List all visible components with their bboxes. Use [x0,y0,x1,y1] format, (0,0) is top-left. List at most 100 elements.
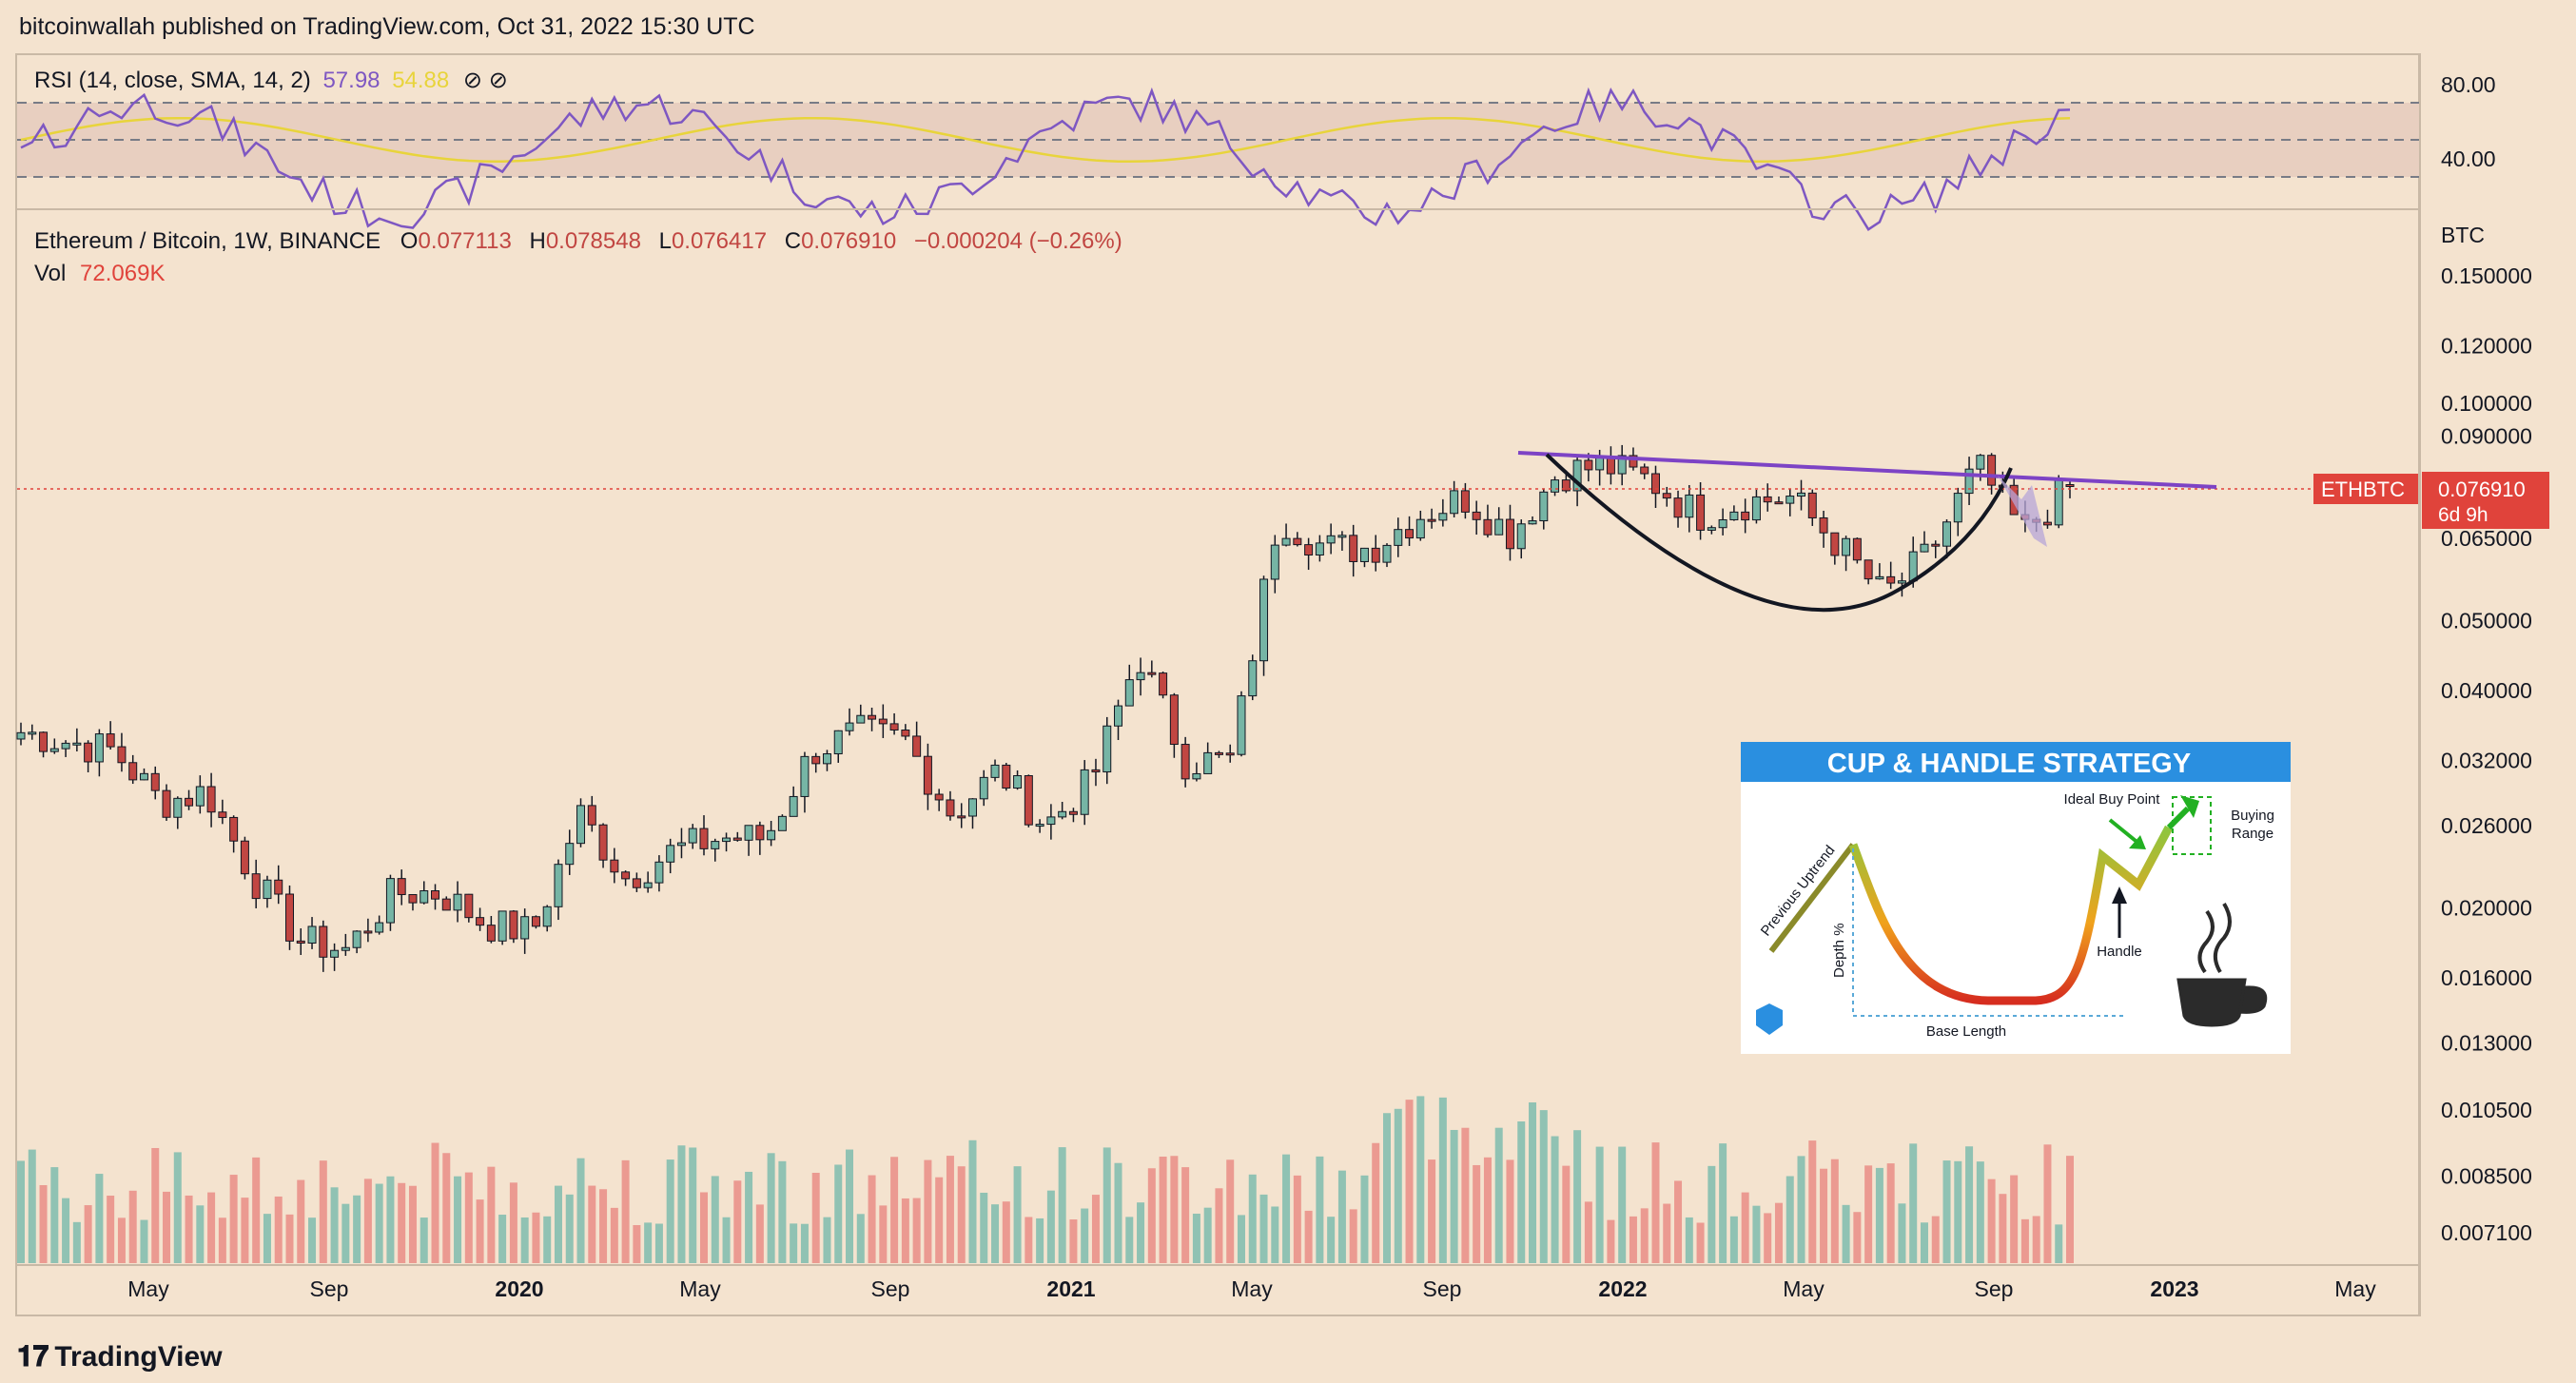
candle-body[interactable] [1551,479,1560,493]
candle-body[interactable] [509,910,518,940]
candle-body[interactable] [1002,764,1011,789]
candle-body[interactable] [1875,575,1884,580]
candle-body[interactable] [868,714,877,720]
candle-body[interactable] [94,733,104,763]
candle-body[interactable] [1405,529,1415,539]
candle-body[interactable] [598,824,608,861]
candle-body[interactable] [789,795,798,817]
candle-body[interactable] [61,742,70,750]
price-axis[interactable]: BTC 0.150000 0.120000 0.100000 0.090000 0.06… [2441,223,2532,1245]
rsi-legend-hide-icons[interactable]: ⊘ ⊘ [462,68,508,93]
candle-body[interactable] [1864,559,1873,580]
candle-body[interactable] [957,815,966,819]
candle-body[interactable] [554,864,563,907]
candle-body[interactable] [666,845,675,863]
candle-body[interactable] [1987,455,1997,486]
candle-body[interactable] [1415,518,1425,539]
candle-body[interactable] [822,753,831,765]
candle-body[interactable] [1908,551,1918,582]
candle-body[interactable] [240,840,249,875]
candle-body[interactable] [229,816,239,842]
candle-body[interactable] [610,859,619,873]
candle-body[interactable] [1920,543,1929,553]
candle-body[interactable] [1371,547,1380,563]
candle-body[interactable] [1427,518,1436,522]
candle-body[interactable] [1270,544,1279,580]
candle-body[interactable] [889,723,899,731]
candle-body[interactable] [1203,751,1213,774]
candle-body[interactable] [1786,496,1795,504]
time-axis[interactable]: May Sep 2020 May Sep 2021 May Sep 2022 May Sep 2023… [127,1276,2376,1301]
candle-body[interactable] [1147,672,1157,675]
candle-body[interactable] [1964,468,1974,495]
candle-body[interactable] [1629,455,1638,468]
candle-body[interactable] [1976,455,1985,470]
candle-body[interactable] [1035,824,1044,828]
volume-legend[interactable]: Vol 72.069K [34,261,165,287]
candle-body[interactable] [1842,537,1851,556]
candle-body[interactable] [284,893,294,942]
candle-body[interactable] [777,815,787,831]
candle-body[interactable] [185,797,194,807]
candle-body[interactable] [912,735,922,757]
candle-body[interactable] [755,825,765,841]
candle-body[interactable] [811,755,821,765]
candle-body[interactable] [408,894,418,904]
candle-body[interactable] [206,786,216,813]
candle-body[interactable] [106,733,115,748]
candle-body[interactable] [2042,521,2052,526]
candle-body[interactable] [296,940,305,945]
candle-body[interactable] [1460,490,1470,513]
candles[interactable] [16,444,2075,972]
candle-body[interactable] [39,731,49,752]
candle-body[interactable] [1606,457,1615,475]
candle-body[interactable] [1337,535,1347,538]
candle-body[interactable] [1394,529,1403,546]
candle-body[interactable] [1707,527,1716,531]
candle-body[interactable] [1359,547,1369,562]
candle-body[interactable] [150,772,160,791]
candle-body[interactable] [1159,672,1168,696]
candle-body[interactable] [688,828,697,844]
candle-body[interactable] [1248,660,1258,697]
candle-body[interactable] [84,742,93,763]
candle-body[interactable] [464,893,474,919]
candle-body[interactable] [1662,493,1671,499]
candle-body[interactable] [28,731,37,735]
candle-body[interactable] [1326,535,1336,544]
candle-body[interactable] [1225,752,1235,756]
candle-body[interactable] [1013,775,1023,789]
tradingview-logo[interactable]: 𝟏𝟕 TradingView [17,1341,223,1373]
candle-body[interactable] [1259,578,1269,662]
candle-body[interactable] [800,755,810,797]
candle-body[interactable] [542,906,552,927]
candle-body[interactable] [676,842,686,847]
candle-body[interactable] [319,925,328,958]
candle-body[interactable] [632,878,641,888]
candle-body[interactable] [330,949,340,958]
candle-body[interactable] [934,793,944,801]
candle-body[interactable] [1931,543,1941,547]
candle-body[interactable] [498,910,507,942]
candle-body[interactable] [486,925,496,942]
candle-body[interactable] [967,798,977,817]
main-legend[interactable]: Ethereum / Bitcoin, 1W, BINANCE O0.07711… [34,228,1122,255]
candle-body[interactable] [1281,537,1291,546]
candle-body[interactable] [767,829,776,841]
candle-body[interactable] [1763,496,1772,503]
descending-trendline[interactable] [1517,451,2217,489]
candle-body[interactable] [1169,694,1179,746]
candle-body[interactable] [476,917,485,926]
candle-body[interactable] [1942,521,1952,547]
candle-body[interactable] [195,786,205,807]
candle-body[interactable] [1729,511,1739,520]
candle-body[interactable] [1114,705,1123,727]
candle-body[interactable] [699,828,709,849]
candle-body[interactable] [1304,544,1314,556]
candle-body[interactable] [1819,516,1828,534]
candle-body[interactable] [1046,816,1056,826]
candle-body[interactable] [1382,544,1392,563]
candle-body[interactable] [1058,810,1067,818]
candle-body[interactable] [1751,496,1761,521]
